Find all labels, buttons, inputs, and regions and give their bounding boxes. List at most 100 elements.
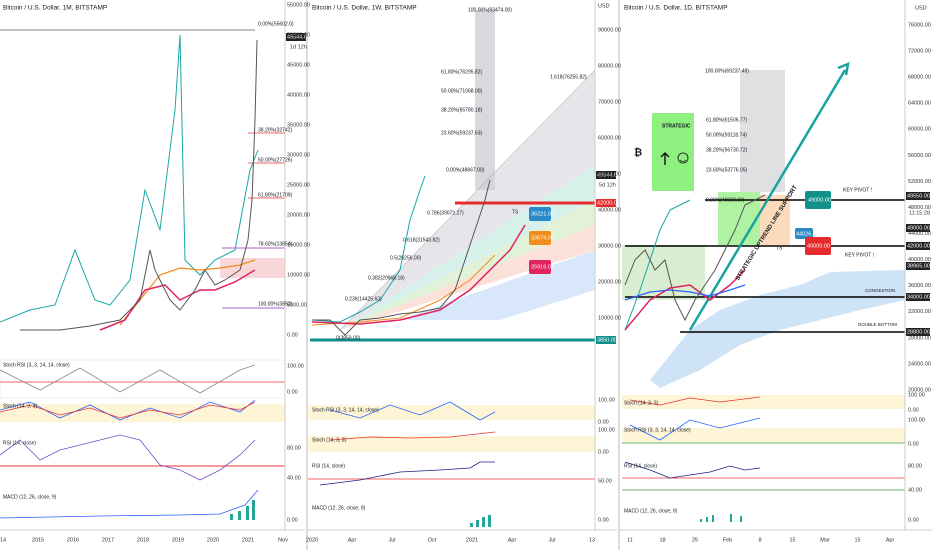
time-axis-label: 8 [758,537,761,543]
price-axis-label: 90000.00 [598,27,621,33]
stoch-rsi-line [629,417,761,441]
indicator-axis-label: 100.00 [598,427,615,433]
fib-label: 1.618(76255.82) [550,74,587,80]
indicator-label: RSI (14, close) [3,440,36,446]
price-candles [312,179,491,336]
price-candles [20,39,258,331]
smile-icon [677,152,689,164]
ma-line [624,269,746,331]
indicator-axis-label: 0.00 [598,419,609,425]
time-axis-label: Jul [388,537,395,543]
fib-label: 78.60%(13854) [258,241,293,247]
price-axis-label: 64000.00 [908,101,931,107]
price-tag-label: 38965.00 [907,263,930,269]
time-axis-label: 15 [789,537,795,543]
indicator-label: MACD (12, 26, close, 9) [624,508,678,514]
time-axis-label: 25 [692,537,698,543]
indicator-label: MACD (12, 26, close, 9) [3,494,57,500]
indicator-label: Stoch (14, 3, 3) [624,400,659,406]
fib-label: 50.00%(71068.00) [441,88,482,94]
stoch-band [622,395,905,409]
price-axis-label: 52000.00 [908,179,931,185]
ema-line [0,34,259,323]
rsi-line [0,434,256,481]
countdown: 5d 12h [599,182,616,188]
fib-label: 0.5(26256.00) [390,255,421,261]
note: CONGESTION [865,288,895,293]
last-price: 49544.69 [597,172,620,178]
time-axis-label: 14 [0,537,6,543]
price-axis-label: 28000.00 [908,335,931,341]
ma-line [311,224,526,325]
fib-label: 0.618(31543.82) [403,237,440,243]
stoch-rsi-pane [0,359,286,399]
note: KEY PIVOT ! [843,187,872,193]
ma-line [311,254,496,326]
indicator-axis-label: 50.00 [598,478,612,484]
rsi-line [624,461,761,479]
time-axis-label: Apr [348,537,357,543]
price-tag [906,192,930,200]
indicator-label: Stoch (14, 3, 3) [312,437,347,443]
indicator-axis-label: 0.00 [287,389,298,395]
projection-box [475,10,495,190]
time-axis-label: 18 [659,537,665,543]
macd-histogram [470,515,491,527]
fib-label: 38.20%(65780.18) [441,107,482,113]
price-axis-label: 76000.00 [908,22,931,28]
fib-label: 0.382(20968.18) [368,275,405,281]
stoch-line [329,431,496,441]
price-axis-label: 50000.00 [287,32,310,38]
fib-label: 50.00%(27726) [258,157,293,163]
fib-label: 38.20%(56730.72) [706,147,747,153]
price-axis-label: 24000.00 [908,361,931,367]
time-axis-label: 2019 [172,537,184,543]
stoch-line [629,396,761,406]
price-axis-label: 60000.00 [598,135,621,141]
stoch-rsi-line [329,401,496,421]
time-axis-label: 2020 [207,537,219,543]
indicator-label: Stoch RSI (3, 3, 14, 14, close) [312,407,379,413]
price-axis-label: 70000.00 [598,99,621,105]
price-box-label: 36221.00 [531,211,554,217]
price-axis-label: 30000.00 [598,243,621,249]
price-tag [906,293,930,301]
indicator-axis-label: 100.00 [287,363,304,369]
panel-1: Bitcoin / U.S. Dollar, 1M, BITSTAMP 4954… [0,0,310,531]
note: KEY PIVOT ! [845,252,874,258]
price-tag [906,224,930,232]
ema-line [311,175,426,323]
time-axis-label: Mar [820,537,830,543]
note: STRATEGIC [662,123,691,129]
stoch-rsi-band [622,428,905,442]
indicator-axis-label: 0.00 [598,449,609,455]
stoch-line [0,401,256,419]
stoch-rsi-line [0,364,256,394]
time-axis-label: Apr [508,537,517,543]
price-axis-label: 72000.00 [908,49,931,55]
indicator-axis-label: 0.00 [287,517,298,523]
indicator-axis-label: 40.00 [287,475,301,481]
price-axis-label: 56000.00 [908,153,931,159]
indicator-label: Stoch RSI (3, 3, 14, 14, close) [3,362,70,368]
fib-label: 23.60%(59237.63) [441,130,482,136]
price-axis-label: 10000.00 [287,272,310,278]
fib-label: 100.00%(69237.49) [705,68,749,74]
macd-line [0,489,259,519]
ts-label: TS [776,245,783,251]
ma-line [624,284,746,301]
price-box [805,237,831,255]
price-tag-label: 3850.00 [597,337,617,343]
indicator-axis-label: 40.00 [908,487,922,493]
currency: USD [598,3,610,9]
fib-band [340,165,595,330]
fib-label: 61.80%(21709) [258,192,293,198]
price-axis-label: 40000.00 [598,207,621,213]
price-tag-label: 34000.00 [907,294,930,300]
indicator-label: RSI (14, close) [624,463,657,469]
fib-label: 23.60%(53776.05) [706,167,747,173]
price-box-label: 49000.00 [808,197,831,203]
price-tag-label: 42000.00 [597,200,620,206]
price-axis-label: 25000.00 [287,182,310,188]
